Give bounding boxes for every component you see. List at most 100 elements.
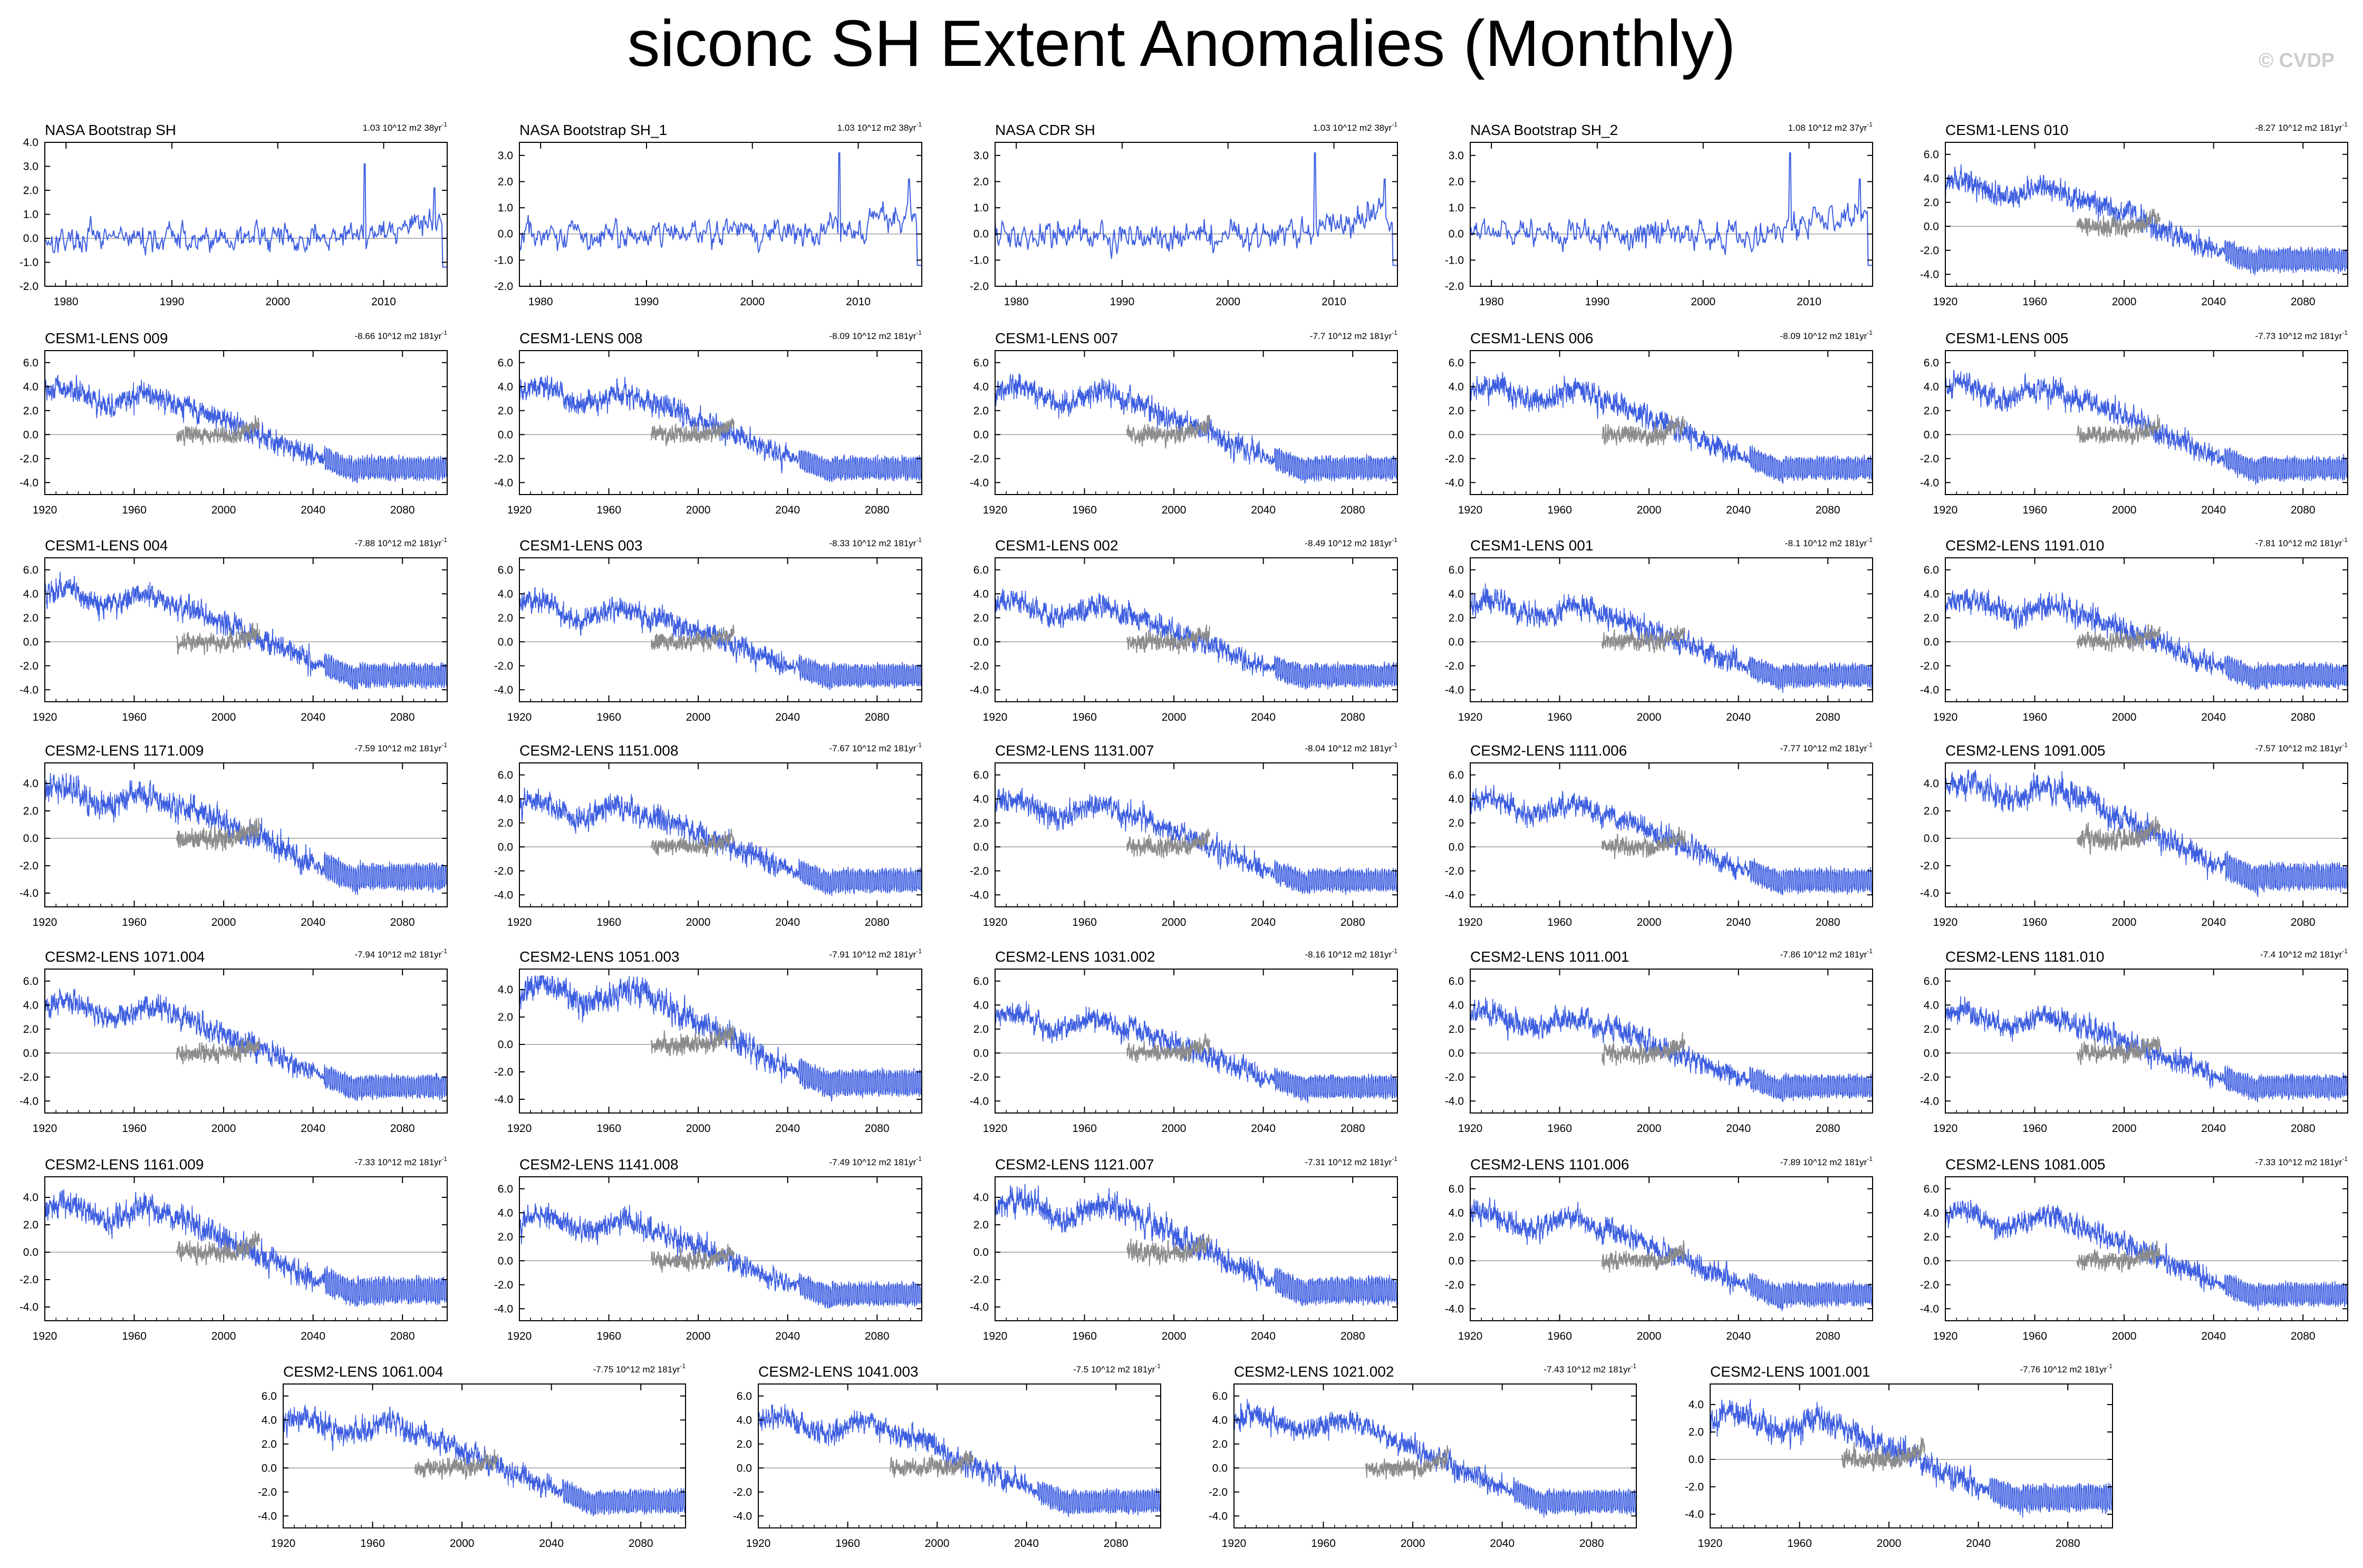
x-tick-label: 2040 xyxy=(775,1330,800,1342)
x-tick-label: 2000 xyxy=(2112,504,2137,516)
x-tick-label: 2000 xyxy=(2112,1122,2137,1135)
chart-panel: CESM1-LENS 003 -8.33 10^12 m2 181yr-1 -4.0… xyxy=(494,536,922,723)
panel-title: CESM2-LENS 1031.002 xyxy=(995,948,1155,965)
y-tick-label: -1.0 xyxy=(494,254,513,266)
x-tick-label: 1960 xyxy=(2022,296,2047,308)
panel-title: CESM2-LENS 1001.001 xyxy=(1710,1363,1870,1380)
y-tick-label: 2.0 xyxy=(23,405,38,417)
panel-title: CESM2-LENS 1081.005 xyxy=(1945,1156,2106,1173)
y-tick-label: 2.0 xyxy=(23,185,38,197)
trend-unit-superscript: -1 xyxy=(1867,329,1873,336)
x-tick-label: 2000 xyxy=(2112,916,2137,928)
trend-unit-superscript: -1 xyxy=(441,1155,447,1163)
x-tick-label: 1960 xyxy=(1311,1537,1336,1550)
y-tick-label: -4.0 xyxy=(494,1303,513,1315)
y-tick-label: 4.0 xyxy=(1449,381,1464,393)
x-tick-label: 1960 xyxy=(1072,1122,1097,1135)
y-tick-label: 6.0 xyxy=(23,975,38,988)
y-tick-label: 4.0 xyxy=(262,1414,277,1426)
y-tick-label: -2.0 xyxy=(1920,860,1939,872)
trend-unit-superscript: -1 xyxy=(441,536,447,544)
x-tick-label: 2000 xyxy=(740,296,765,308)
observed-overlay-line xyxy=(2077,1036,2161,1066)
y-tick-label: -4.0 xyxy=(494,1093,513,1106)
observed-overlay-line xyxy=(176,1037,260,1064)
y-tick-label: 0.0 xyxy=(737,1462,752,1474)
y-tick-label: -4.0 xyxy=(1445,477,1464,489)
panel-title: CESM2-LENS 1191.010 xyxy=(1945,537,2104,554)
panel-trend-label: -8.27 10^12 m2 181yr-1 xyxy=(2255,121,2348,133)
x-tick-label: 1920 xyxy=(33,1122,57,1135)
observed-overlay-line xyxy=(2077,816,2161,855)
x-tick-label: 1980 xyxy=(1479,296,1504,308)
chart-panel: CESM1-LENS 002 -8.49 10^12 m2 181yr-1 -4.0… xyxy=(970,536,1398,723)
panel-trend-label: -8.49 10^12 m2 181yr-1 xyxy=(1305,536,1397,548)
x-tick-label: 2000 xyxy=(1216,296,1240,308)
y-tick-label: 6.0 xyxy=(262,1390,277,1402)
x-tick-label: 2000 xyxy=(450,1537,475,1550)
trend-unit-superscript: -1 xyxy=(680,1362,686,1370)
y-tick-label: 2.0 xyxy=(1924,197,1939,209)
x-tick-label: 2040 xyxy=(775,711,800,723)
chart-panel: CESM2-LENS 1041.003 -7.5 10^12 m2 181yr-1… xyxy=(733,1362,1161,1550)
trend-unit-superscript: -1 xyxy=(1867,121,1873,128)
y-tick-label: 4.0 xyxy=(1924,381,1939,393)
y-tick-label: 6.0 xyxy=(23,357,38,369)
y-tick-label: 1.0 xyxy=(23,209,38,221)
panel-title: CESM2-LENS 1181.010 xyxy=(1945,948,2104,965)
trend-unit-superscript: -1 xyxy=(2342,741,2348,749)
trend-unit-superscript: -1 xyxy=(1392,121,1397,128)
y-tick-label: 4.0 xyxy=(1449,793,1464,805)
y-tick-label: 6.0 xyxy=(1924,975,1939,988)
chart-panel: CESM1-LENS 006 -8.09 10^12 m2 181yr-1 -4.0… xyxy=(1445,329,1873,516)
trend-unit-superscript: -1 xyxy=(1867,947,1873,955)
x-tick-label: 2080 xyxy=(865,1330,890,1342)
x-tick-label: 1920 xyxy=(507,1330,532,1342)
y-tick-label: 2.0 xyxy=(973,1219,989,1231)
x-tick-label: 1990 xyxy=(1110,296,1135,308)
x-tick-label: 1960 xyxy=(596,504,621,516)
chart-panel: CESM2-LENS 1191.010 -7.81 10^12 m2 181yr-… xyxy=(1920,536,2348,723)
x-tick-label: 2080 xyxy=(390,504,415,516)
chart-panel: CESM2-LENS 1151.008 -7.67 10^12 m2 181yr-… xyxy=(494,741,922,928)
trend-unit-superscript: -1 xyxy=(916,536,922,544)
x-tick-label: 2010 xyxy=(1797,296,1821,308)
panel-title: CESM2-LENS 1171.009 xyxy=(45,742,204,759)
x-tick-label: 2040 xyxy=(1726,1122,1751,1135)
trend-unit-superscript: -1 xyxy=(2342,329,2348,336)
x-tick-label: 1960 xyxy=(596,916,621,928)
y-tick-label: 0.0 xyxy=(498,841,513,853)
y-tick-label: 2.0 xyxy=(23,612,38,624)
observed-overlay-line xyxy=(176,818,260,851)
panel-trend-label: -7.88 10^12 m2 181yr-1 xyxy=(354,536,447,548)
x-tick-label: 2040 xyxy=(1014,1537,1039,1550)
x-tick-label: 2080 xyxy=(865,711,890,723)
x-tick-label: 1920 xyxy=(1222,1537,1247,1550)
observed-overlay-line xyxy=(1602,1032,1685,1066)
y-tick-label: 4.0 xyxy=(23,999,38,1011)
panel-trend-label: -7.77 10^12 m2 181yr-1 xyxy=(1780,741,1873,753)
x-tick-label: 2040 xyxy=(2201,1122,2226,1135)
y-tick-label: 2.0 xyxy=(498,1011,513,1023)
trend-unit-superscript: -1 xyxy=(1867,741,1873,749)
x-tick-label: 2080 xyxy=(2056,1537,2080,1550)
panel-trend-label: -7.59 10^12 m2 181yr-1 xyxy=(354,741,447,753)
trend-unit-superscript: -1 xyxy=(441,741,447,749)
y-tick-label: -1.0 xyxy=(20,257,38,269)
observed-series-line xyxy=(1470,152,1873,266)
y-tick-label: 0.0 xyxy=(973,1246,989,1259)
y-tick-label: 2.0 xyxy=(498,1231,513,1243)
panel-frame xyxy=(995,142,1398,287)
y-tick-label: -4.0 xyxy=(20,887,38,899)
y-tick-label: -4.0 xyxy=(258,1510,277,1522)
y-tick-label: 2.0 xyxy=(498,176,513,188)
x-tick-label: 2080 xyxy=(1340,1122,1365,1135)
y-tick-label: -2.0 xyxy=(1445,453,1464,465)
y-tick-label: 0.0 xyxy=(973,1047,989,1059)
trend-unit-superscript: -1 xyxy=(1392,329,1397,336)
y-tick-label: 2.0 xyxy=(973,612,989,624)
y-tick-label: -2.0 xyxy=(970,453,989,465)
y-tick-label: 2.0 xyxy=(973,405,989,417)
observed-overlay-line xyxy=(1602,625,1685,653)
